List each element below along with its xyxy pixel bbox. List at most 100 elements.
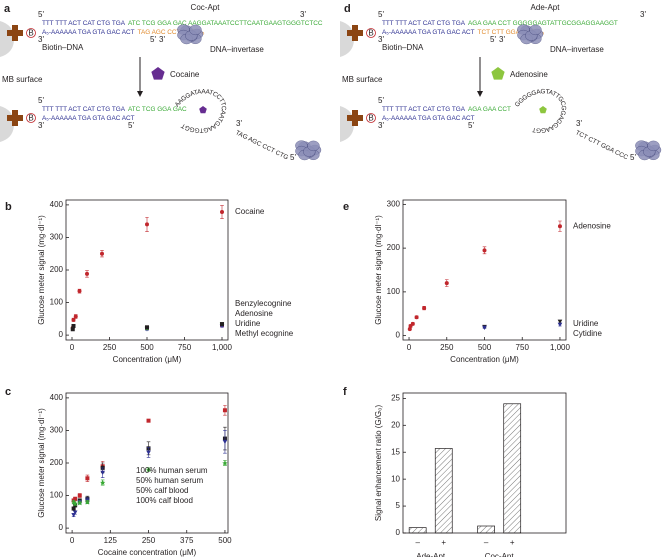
y-tick-label: 25 — [391, 393, 400, 402]
x-tick-label: 500 — [218, 536, 232, 545]
strand-end: 3' — [38, 121, 44, 130]
data-point — [222, 408, 227, 413]
enzyme-label: DNA–invertase — [210, 45, 264, 54]
y-tick-label: 300 — [50, 426, 64, 435]
data-point — [220, 322, 224, 327]
panel-label: a — [4, 3, 11, 15]
strand-end: 5' — [150, 35, 156, 44]
aptamer-name: Ade-Apt — [531, 3, 561, 12]
y-tick-label: 15 — [391, 447, 400, 456]
y-tick-label: 10 — [391, 474, 400, 483]
sequence: TTT TTT ACT CAT CTG TGA — [382, 20, 466, 27]
bottom-strand: A₅-AAAAAA TGA GTA GAC ACT TAG AGC CCT CTG… — [42, 29, 205, 36]
bound-target — [539, 106, 547, 114]
y-tick-label: 100 — [50, 298, 64, 307]
legend-entry: 50% human serum — [136, 476, 203, 485]
strand-end: 3' — [499, 35, 505, 44]
sequence: ATC TCG GGA GAC — [128, 106, 187, 113]
y-tick-label: 5 — [396, 501, 401, 510]
y-axis-label: Glucose meter signal (mg·dl⁻¹) — [37, 408, 46, 518]
y-tick-label: 100 — [50, 491, 64, 500]
legend-entry: Cocaine — [235, 207, 265, 216]
strand-end: 3' — [159, 35, 165, 44]
x-tick-label: 500 — [478, 343, 492, 352]
data-point — [482, 248, 487, 253]
x-tick-label: 1,000 — [212, 343, 233, 352]
x-tick-label: – — [484, 538, 489, 547]
y-tick-label: 0 — [59, 330, 64, 339]
x-tick-label: 1,000 — [550, 343, 571, 352]
data-point — [422, 306, 427, 311]
biotin-circle — [366, 113, 376, 123]
panel-label: c — [5, 386, 11, 398]
data-point — [407, 327, 412, 332]
y-tick-label: 200 — [50, 265, 64, 274]
legend-entry: 100% human serum — [136, 466, 208, 475]
bar — [408, 527, 427, 534]
strand-end: 5' — [38, 10, 44, 19]
mb-surface — [0, 21, 14, 57]
plot-frame — [402, 392, 567, 534]
strand-end: 3' — [236, 119, 242, 128]
panel-label: e — [343, 201, 349, 213]
panel-label: d — [344, 3, 351, 15]
data-point — [71, 506, 76, 511]
sequence: TTT TTT ACT CAT CTG TGA — [42, 20, 126, 27]
data-point — [85, 476, 90, 481]
legend-entry: Uridine — [573, 319, 599, 328]
biotin-streptavidin — [347, 25, 363, 41]
bar — [503, 403, 522, 534]
data-point — [77, 289, 82, 294]
data-point — [100, 470, 105, 475]
y-tick-label: 0 — [396, 331, 401, 340]
biotin-streptavidin — [7, 25, 23, 41]
data-point — [70, 327, 75, 332]
x-axis-label: Concentration (μM) — [450, 355, 519, 364]
y-tick-label: 200 — [50, 458, 64, 467]
data-point — [72, 510, 78, 515]
strand-end: 5' — [38, 96, 44, 105]
legend-entry: 100% calf blood — [136, 496, 193, 505]
data-point — [146, 450, 151, 455]
biotin-streptavidin — [347, 110, 363, 126]
data-point — [73, 496, 78, 501]
biotin-mark: B — [28, 114, 33, 123]
panel-label: f — [343, 386, 347, 398]
legend-entry: Uridine — [235, 319, 261, 328]
sequence: TTT TTT ACT CAT CTG TGA — [42, 106, 126, 113]
group-label: Coc-Apt — [485, 552, 515, 557]
biotin-mark: B — [368, 114, 373, 123]
invertase — [529, 24, 542, 36]
data-point — [222, 439, 228, 445]
top-strand: TTT TTT ACT CAT CTG TGA ATC TCG GGA GAC A… — [42, 20, 323, 27]
y-axis-label: Glucose meter signal (mg·dl⁻¹) — [37, 215, 46, 325]
strand-end: 5' — [128, 121, 134, 130]
data-point — [73, 314, 78, 319]
x-tick-label: + — [441, 538, 446, 547]
sequence: AGA GAA CCT — [468, 106, 511, 113]
x-tick-label: 125 — [104, 536, 118, 545]
group-label: Ade-Apt — [416, 552, 446, 557]
biotin-dna-label: Biotin–DNA — [382, 43, 424, 52]
data-point — [77, 500, 83, 506]
biotin-circle — [26, 113, 36, 123]
strand-end: 3' — [38, 35, 44, 44]
mb-surface — [340, 106, 354, 142]
sequence: A₅-AAAAAA TGA GTA GAC ACT — [42, 29, 135, 36]
sequence: TAG AGC CCT CTG-A₅ — [138, 29, 205, 36]
x-tick-label: 250 — [103, 343, 117, 352]
strand-end: 5' — [468, 121, 474, 130]
x-tick-label: 500 — [140, 343, 154, 352]
bound-target — [199, 106, 207, 114]
x-tick-label: + — [510, 538, 515, 547]
y-tick-label: 400 — [50, 393, 64, 402]
data-point — [444, 281, 449, 286]
x-tick-label: 0 — [70, 536, 75, 545]
top-strand: TTT TTT ACT CAT CTG TGA AGA GAA CCT GGGGG… — [382, 20, 618, 27]
mb-surface — [340, 21, 354, 57]
target-label: Cocaine — [170, 70, 200, 79]
target-molecule — [151, 67, 165, 80]
data-point — [100, 251, 104, 256]
